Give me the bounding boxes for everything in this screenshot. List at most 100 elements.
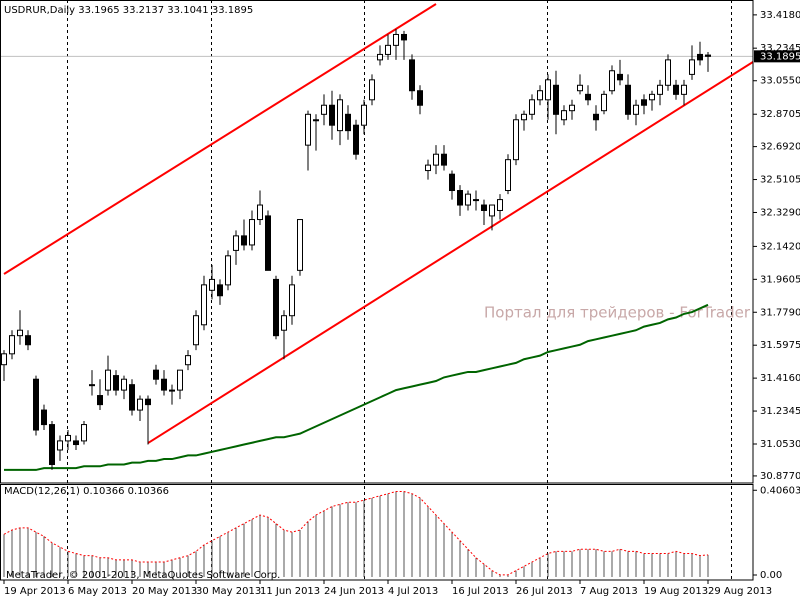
candle-body xyxy=(529,99,535,115)
candle-body xyxy=(569,104,575,112)
y-tick-label: 32.6920 xyxy=(760,142,800,153)
candle-body xyxy=(505,159,511,192)
candle-body xyxy=(417,90,423,106)
candle-body xyxy=(481,204,487,211)
candle-body xyxy=(185,355,191,366)
candle-body xyxy=(57,440,63,451)
last-price-box xyxy=(754,50,800,63)
y-tick-label: 31.2345 xyxy=(760,406,800,417)
candle-body xyxy=(657,84,663,95)
y-tick-label: 31.7790 xyxy=(760,307,800,318)
candle-body xyxy=(41,409,47,426)
macd-label: MACD(12,26,1) 0.10366 0.10366 xyxy=(4,486,169,497)
candle-body xyxy=(25,335,31,346)
x-tick-label: 20 May 2013 xyxy=(132,586,197,597)
candle-body xyxy=(425,164,431,172)
candle-body xyxy=(153,369,159,380)
x-tick-label: 4 Jul 2013 xyxy=(388,586,438,597)
candle-body xyxy=(449,173,455,192)
candle-body xyxy=(281,315,287,331)
candle-body xyxy=(89,384,95,387)
x-tick-label: 11 Jun 2013 xyxy=(260,586,320,597)
candle-body xyxy=(465,193,471,206)
candle-body xyxy=(433,153,439,166)
candle-body xyxy=(705,54,711,57)
candle-body xyxy=(65,434,71,442)
y-tick-label: 33.2345 xyxy=(760,43,800,54)
candle-body xyxy=(361,104,367,126)
candle-body xyxy=(329,104,335,126)
candle-body xyxy=(273,278,279,337)
candle-body xyxy=(33,378,39,431)
candle-body xyxy=(81,424,87,442)
candle-body xyxy=(561,110,567,121)
candle-body xyxy=(393,33,399,46)
x-tick-label: 6 May 2013 xyxy=(68,586,127,597)
candle-body xyxy=(441,153,447,166)
x-tick-label: 19 Aug 2013 xyxy=(644,586,708,597)
x-tick-label: 29 Aug 2013 xyxy=(708,586,772,597)
x-tick-label: 19 Apr 2013 xyxy=(4,586,66,597)
y-tick-label: 32.8705 xyxy=(760,109,800,120)
candle-body xyxy=(609,70,615,92)
candle-body xyxy=(377,53,383,61)
candle-body xyxy=(585,93,591,101)
trend-line xyxy=(3,3,437,275)
candle-body xyxy=(105,369,111,391)
y-tick-label: 32.1420 xyxy=(760,241,800,252)
candle-body xyxy=(9,335,15,355)
candle-body xyxy=(297,219,303,271)
macd-signal xyxy=(3,491,709,576)
y-tick-label: 31.5975 xyxy=(760,340,800,351)
price-pane: Портал для трейдеров - ForTrader xyxy=(0,3,753,471)
price-frame xyxy=(0,0,754,484)
candle-body xyxy=(161,378,167,391)
x-tick-label: 16 Jul 2013 xyxy=(452,586,509,597)
candle-body xyxy=(201,284,207,326)
candle-body xyxy=(681,84,687,95)
macd-pane xyxy=(3,491,709,578)
candle-body xyxy=(97,395,103,406)
x-tick-label: 24 Jun 2013 xyxy=(324,586,384,597)
moving-average xyxy=(4,303,709,471)
candle-body xyxy=(409,59,415,92)
candle-body xyxy=(177,369,183,391)
candle-body xyxy=(129,384,135,411)
candle-body xyxy=(305,113,311,146)
candle-body xyxy=(257,204,263,221)
candle-body xyxy=(217,284,223,297)
candle-body xyxy=(193,315,199,346)
candle-body xyxy=(385,44,391,55)
candle-body xyxy=(1,353,7,366)
candle-body xyxy=(625,84,631,115)
header: USDRUR,Daily 33.1965 33.2137 33.1041 33.… xyxy=(4,5,253,16)
candle-body xyxy=(673,84,679,95)
candle-body xyxy=(17,329,23,337)
x-tick-label: 30 May 2013 xyxy=(196,586,261,597)
candle-body xyxy=(337,99,343,132)
candle-body xyxy=(473,199,479,202)
y-tick-label: 31.9605 xyxy=(760,274,800,285)
candle-body xyxy=(401,33,407,41)
copyright: MetaTrader, © 2001-2013, MetaQuotes Soft… xyxy=(6,570,280,581)
y-tick-label: 32.5105 xyxy=(760,175,800,186)
y-tick-label: 33.4180 xyxy=(760,10,800,21)
candle-body xyxy=(617,73,623,81)
candle-body xyxy=(513,119,519,161)
candle-body xyxy=(649,93,655,101)
candle-body xyxy=(553,84,559,115)
candle-body xyxy=(73,440,79,446)
candle-body xyxy=(633,104,639,115)
candle-body xyxy=(489,204,495,217)
candle-body xyxy=(121,378,127,391)
candle-body xyxy=(289,284,295,317)
candle-body xyxy=(113,375,119,391)
candle-body xyxy=(689,59,695,75)
candle-body xyxy=(249,219,255,246)
candle-body xyxy=(265,215,271,271)
macd-tick-label: 0.00 xyxy=(760,570,782,581)
candle-body xyxy=(49,424,55,465)
candle-body xyxy=(313,119,319,122)
